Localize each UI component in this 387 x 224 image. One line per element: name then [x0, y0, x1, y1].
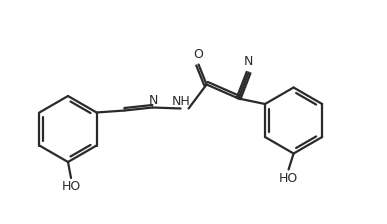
Text: N: N — [149, 93, 158, 106]
Text: N: N — [244, 54, 253, 67]
Text: NH: NH — [172, 95, 191, 108]
Text: O: O — [194, 47, 204, 60]
Text: HO: HO — [62, 180, 80, 193]
Text: HO: HO — [279, 172, 298, 185]
